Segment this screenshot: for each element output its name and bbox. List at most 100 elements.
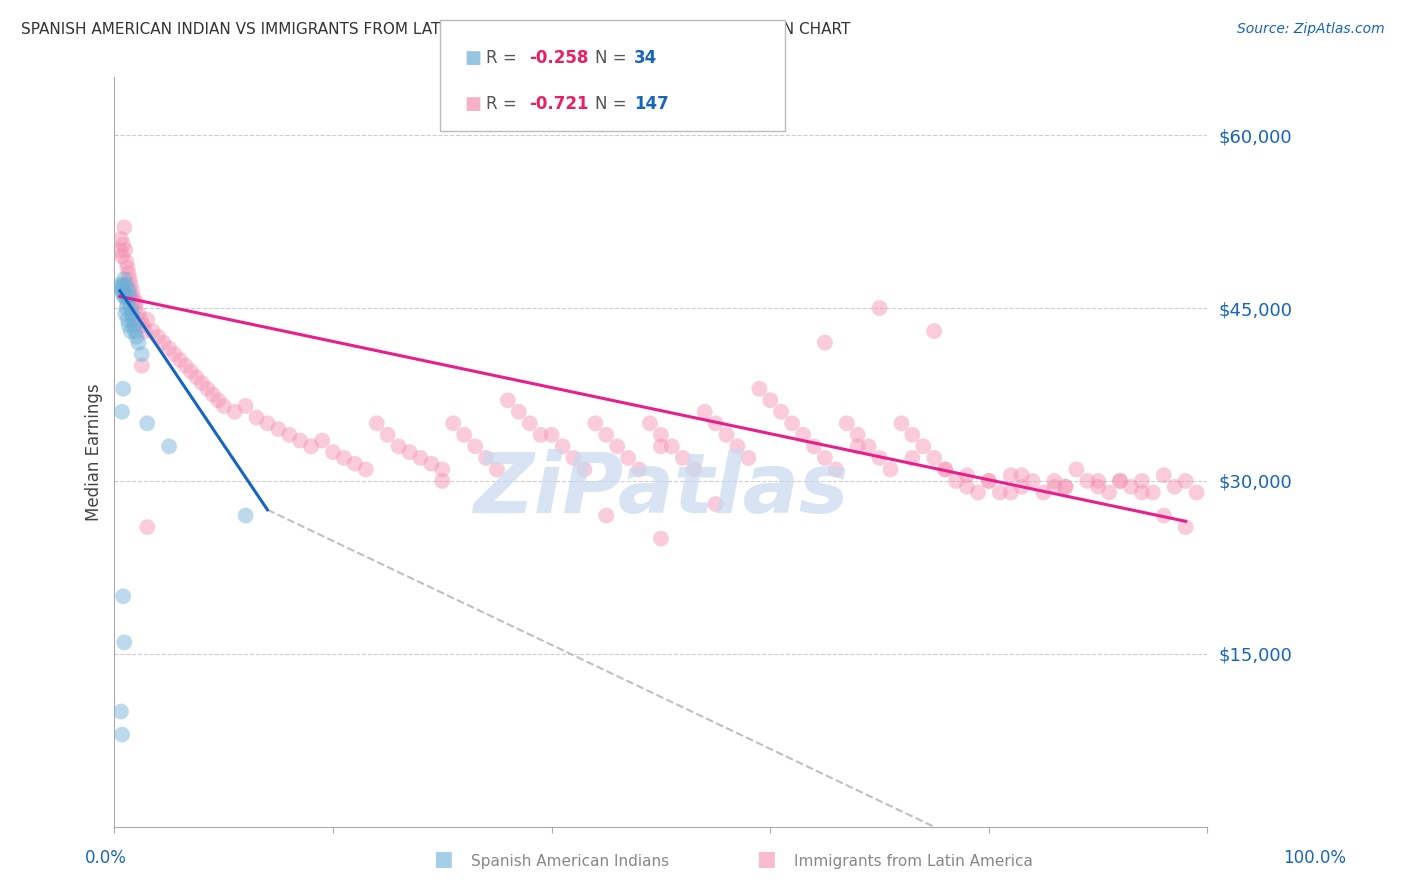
Point <box>901 427 924 442</box>
Point <box>1054 480 1077 494</box>
Point <box>114 244 136 258</box>
Point <box>1000 468 1022 483</box>
Text: ZiPatlas: ZiPatlas <box>474 449 849 530</box>
Point <box>136 417 159 431</box>
Point <box>672 450 695 465</box>
Point <box>169 352 191 367</box>
Point <box>977 474 1000 488</box>
Point <box>115 277 138 292</box>
Point <box>1087 480 1109 494</box>
Point <box>792 427 814 442</box>
Point <box>858 439 880 453</box>
Point <box>125 295 148 310</box>
Point <box>835 417 858 431</box>
Point <box>114 289 136 303</box>
Point <box>704 417 727 431</box>
Text: ■: ■ <box>464 95 481 113</box>
Point <box>661 439 683 453</box>
Point <box>212 399 235 413</box>
Point <box>846 439 869 453</box>
Point <box>224 405 246 419</box>
Point <box>934 462 956 476</box>
Text: ■: ■ <box>756 849 776 869</box>
Point <box>496 393 519 408</box>
Point <box>1130 474 1153 488</box>
Point <box>1109 474 1132 488</box>
Point <box>112 277 135 292</box>
Point <box>118 289 141 303</box>
Point <box>112 272 135 286</box>
Point <box>869 301 891 315</box>
Point <box>551 439 574 453</box>
Point <box>879 462 901 476</box>
Point <box>111 249 134 263</box>
Point <box>191 376 214 390</box>
Point <box>727 439 749 453</box>
Point <box>770 405 793 419</box>
Point <box>124 324 146 338</box>
Point <box>256 417 278 431</box>
Text: -0.258: -0.258 <box>529 49 588 67</box>
Point <box>759 393 782 408</box>
Point <box>117 260 139 275</box>
Point <box>207 393 229 408</box>
Point <box>606 439 628 453</box>
Point <box>174 359 197 373</box>
Point <box>1142 485 1164 500</box>
Point <box>803 439 825 453</box>
Point <box>716 427 738 442</box>
Point <box>441 417 464 431</box>
Point <box>245 410 267 425</box>
Point <box>112 287 135 301</box>
Point <box>650 427 672 442</box>
Point <box>464 439 486 453</box>
Point <box>136 312 159 326</box>
Point <box>890 417 912 431</box>
Point <box>780 417 803 431</box>
Point <box>420 457 443 471</box>
Point <box>322 445 344 459</box>
Point <box>934 462 956 476</box>
Point <box>922 450 945 465</box>
Point <box>131 359 153 373</box>
Point <box>1098 485 1121 500</box>
Text: 0.0%: 0.0% <box>84 849 127 867</box>
Point <box>134 324 156 338</box>
Point <box>1000 485 1022 500</box>
Point <box>366 417 388 431</box>
Point <box>737 450 759 465</box>
Text: R =: R = <box>486 49 523 67</box>
Point <box>650 532 672 546</box>
Point <box>1119 480 1142 494</box>
Point <box>377 427 399 442</box>
Point <box>1087 474 1109 488</box>
Text: 147: 147 <box>634 95 669 113</box>
Point <box>485 462 508 476</box>
Point <box>117 318 139 333</box>
Point <box>127 335 149 350</box>
Point <box>131 347 153 361</box>
Point <box>111 405 134 419</box>
Point <box>195 382 218 396</box>
Point <box>112 289 135 303</box>
Point <box>1032 485 1054 500</box>
Text: Immigrants from Latin America: Immigrants from Latin America <box>794 854 1033 869</box>
Point <box>432 474 454 488</box>
Point <box>574 462 596 476</box>
Point <box>1109 474 1132 488</box>
Point <box>333 450 356 465</box>
Point <box>824 462 846 476</box>
Point <box>117 284 139 298</box>
Point <box>398 445 420 459</box>
Point <box>115 255 138 269</box>
Point <box>1054 480 1077 494</box>
Point <box>956 468 979 483</box>
Point <box>299 439 322 453</box>
Point <box>117 312 139 326</box>
Point <box>278 427 301 442</box>
Point <box>267 422 290 436</box>
Point <box>132 318 155 333</box>
Text: 34: 34 <box>634 49 658 67</box>
Point <box>111 728 134 742</box>
Point <box>120 301 142 315</box>
